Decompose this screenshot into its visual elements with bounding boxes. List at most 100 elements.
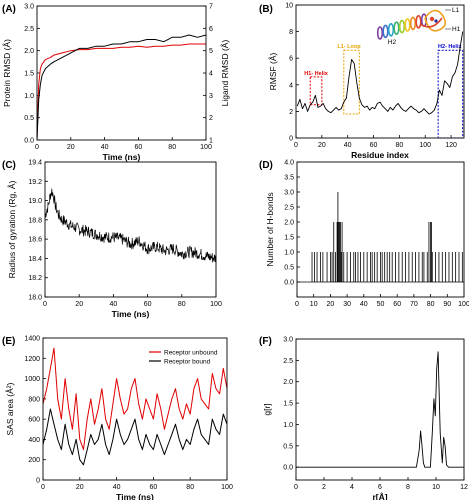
panel-label: (D) [259, 160, 273, 171]
y-tick-label: 4 [289, 82, 293, 89]
plot-frame [295, 338, 465, 481]
x-tick-label: 6 [378, 484, 382, 491]
x-tick-label: 60 [370, 142, 378, 149]
gr-line [296, 351, 464, 468]
x-tick-label: 2 [322, 484, 326, 491]
y-tick-label: 1.5 [24, 71, 34, 78]
x-tick-label: 60 [393, 301, 401, 308]
helix-turn [393, 21, 400, 36]
y-tick-label: 18.6 [28, 237, 42, 244]
protein-structure-image: L1 H1 H2 [376, 7, 461, 46]
panel-c: (C) 0 20 40 60 80 100 18.0 18.2 18.4 18.6 18.8 19.0 1… [2, 160, 222, 320]
y-right-tick-label: 7 [209, 4, 213, 11]
y-axis-label: Number of H-bonds [265, 192, 275, 266]
x-tick-label: 60 [135, 144, 143, 151]
x-tick-label: 20 [327, 301, 335, 308]
panel-e: (E)0 20 40 60 80 1000200400600800100012001400… [2, 336, 233, 500]
x-tick-label: 40 [344, 142, 352, 149]
x-tick-label: 80 [395, 142, 403, 149]
x-tick-label: 0 [294, 142, 298, 149]
legend-label: Receptor unbound [164, 349, 218, 356]
panel-d: (D) 0 10 20 30 40 50 60 70 80 90 100 0.0 0.5 1.0 1.5 2.0… [259, 160, 469, 309]
x-axis-label: r[Å] [372, 492, 387, 500]
helix-turn [387, 22, 395, 37]
annotation-box [343, 49, 360, 115]
y-right-tick-label: 4 [209, 71, 213, 78]
x-axis-label: Residue index [351, 150, 409, 160]
structure-label: H1 [452, 26, 461, 33]
plot-frame [36, 5, 207, 141]
panel-label: (C) [2, 160, 16, 171]
plot-frame [296, 161, 465, 298]
y-tick-label: 19.2 [28, 179, 42, 186]
annotation-label: L1- Loop [337, 44, 361, 50]
receptor-bound-line [42, 408, 228, 466]
panel-f: (F) 0 2 4 6 8 10 12 0.0 0.5 1.0 1.5 2.0 2.5 3.0 r[Å] g[r… [259, 336, 468, 500]
rmsf-line [296, 31, 464, 115]
y-axis-label: Protein RMSD (Å) [2, 39, 12, 107]
receptor-unbound-line [42, 347, 228, 451]
x-tick-label: 0 [43, 301, 47, 308]
y-tick-label: 3.5 [284, 175, 294, 182]
y-tick-label: 3.0 [24, 4, 34, 11]
x-axis-label: Time (ns) [112, 309, 150, 319]
helix-turn [415, 14, 422, 29]
y-tick-label: 19.0 [28, 198, 42, 205]
y-tick-label: 0 [36, 478, 40, 485]
y-tick-label: 0.0 [283, 465, 293, 472]
panel-a: (A) 0 20 40 60 80 100 0.0 0.5 1.0 1.5 2.0 2.5 3.0 Time… [2, 4, 230, 163]
rg-line [44, 188, 217, 264]
x-tick-label: 60 [144, 301, 152, 308]
y-tick-label: 600 [28, 417, 40, 424]
x-axis-label: Time (ns) [103, 152, 141, 162]
x-tick-label: 0 [41, 484, 45, 491]
x-tick-label: 80 [186, 484, 194, 491]
y-tick-label: 2.5 [283, 358, 293, 365]
x-tick-label: 120 [445, 142, 457, 149]
x-tick-label: 100 [210, 301, 222, 308]
x-axis-label: Time (ns) [116, 492, 154, 500]
ligand-rmsd-line [36, 43, 206, 141]
y-tick-label: 400 [28, 437, 40, 444]
helix-turn [382, 24, 389, 39]
x-tick-label: 30 [343, 301, 351, 308]
plot-frame [295, 4, 465, 139]
y-right-tick-label: 3 [209, 93, 213, 100]
y-tick-label: 1.5 [284, 235, 294, 242]
panel-label: (E) [2, 336, 15, 347]
y-tick-label: 2.5 [24, 26, 34, 33]
x-tick-label: 40 [360, 301, 368, 308]
y-right-tick-label: 2 [209, 115, 213, 122]
annotation-box [309, 76, 323, 106]
x-tick-label: 12 [460, 484, 468, 491]
y-tick-label: 0 [289, 136, 293, 143]
x-tick-label: 40 [113, 484, 121, 491]
panel-label: (A) [2, 4, 16, 15]
x-tick-label: 20 [75, 301, 83, 308]
y-tick-label: 2.0 [24, 48, 34, 55]
y-axis-label: Radius of gyration (Rg, Å) [7, 180, 17, 278]
y-tick-label: 3.0 [283, 337, 293, 344]
x-tick-label: 8 [406, 484, 410, 491]
helix-turn [376, 26, 384, 40]
y-tick-label: 1.0 [284, 250, 294, 257]
y-tick-label: 1.0 [24, 93, 34, 100]
structure-label: L1 [452, 7, 460, 14]
annotation-label: H2- Helix [438, 44, 462, 50]
loop-path [424, 9, 447, 32]
y-tick-label: 0.0 [284, 280, 294, 287]
x-tick-label: 20 [318, 142, 326, 149]
y-right-tick-label: 6 [209, 26, 213, 33]
panel-label: (B) [259, 4, 273, 15]
y-right-tick-label: 1 [209, 138, 213, 145]
annotation-box [437, 49, 464, 139]
y-tick-label: 800 [28, 396, 40, 403]
y-tick-label: 200 [28, 457, 40, 464]
annotation-label: H1- Helix [304, 71, 328, 77]
legend-label: Receptor bound [164, 358, 211, 365]
y-tick-label: 2 [289, 109, 293, 116]
y-tick-label: 2.5 [284, 205, 294, 212]
plot-frame [42, 337, 228, 481]
y-tick-label: 1.5 [283, 401, 293, 408]
